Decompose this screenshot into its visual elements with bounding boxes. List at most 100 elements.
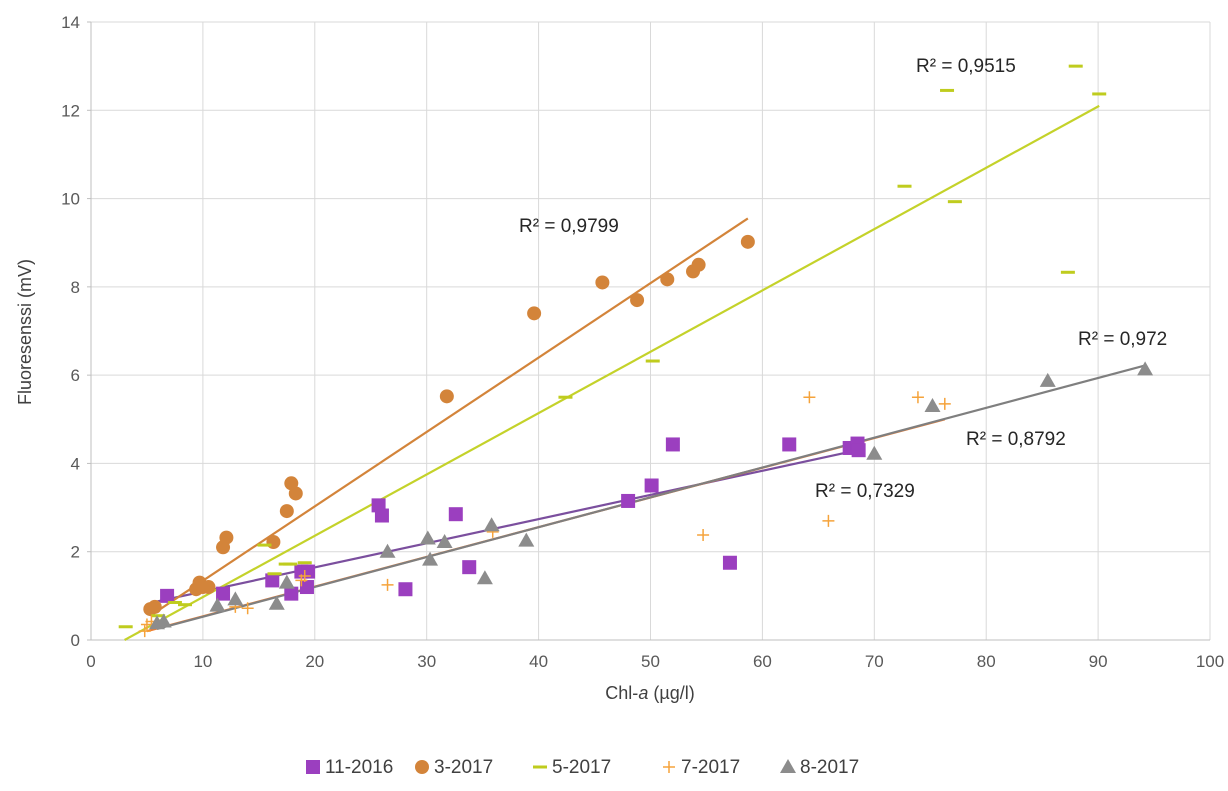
trend-line-8-2017: [156, 364, 1146, 631]
y-axis-title: Fluoresenssi (mV): [15, 259, 35, 405]
data-point-7-2017: [697, 528, 710, 541]
data-point-5-2017: [558, 395, 573, 399]
data-point-8-2017: [227, 591, 244, 606]
data-point-11-2016: [851, 443, 866, 458]
legend-label: 11-2016: [325, 757, 393, 778]
data-point-8-2017: [278, 574, 295, 589]
data-point-5-2017: [645, 359, 660, 363]
x-tick-label: 80: [977, 652, 996, 671]
x-tick-label: 10: [193, 652, 212, 671]
data-point-8-2017: [422, 551, 439, 566]
data-point-3-2017: [201, 580, 216, 595]
data-point-7-2017: [911, 391, 924, 404]
data-point-5-2017: [257, 543, 272, 547]
data-point-3-2017: [527, 306, 542, 321]
data-point-11-2016: [284, 586, 299, 601]
data-point-8-2017: [209, 597, 226, 612]
data-point-5-2017: [947, 200, 962, 204]
data-point-11-2016: [621, 493, 636, 508]
x-tick-label: 90: [1089, 652, 1108, 671]
x-axis-title: Chl-a (µg/l): [605, 683, 694, 703]
data-point-5-2017: [897, 184, 912, 188]
data-point-3-2017: [219, 530, 234, 545]
r-squared-label-11-2016: R² = 0,7329: [815, 481, 915, 502]
legend-marker-7-2017: [663, 761, 675, 773]
data-point-8-2017: [518, 532, 535, 547]
data-point-11-2016: [644, 478, 659, 493]
data-point-8-2017: [1039, 372, 1056, 387]
r-squared-labels: R² = 0,7329 R² = 0,9799 R² = 0,9515 R² = 0,…: [519, 56, 1167, 502]
data-point-7-2017: [803, 391, 816, 404]
legend-item-5-2017: 5-2017: [533, 757, 611, 778]
x-tick-label: 60: [753, 652, 772, 671]
r-squared-label-8-2017: R² = 0,972: [1078, 329, 1167, 350]
data-point-11-2016: [374, 508, 389, 523]
x-tick-label: 100: [1196, 652, 1224, 671]
legend-marker-11-2016: [306, 760, 320, 774]
x-axis-title-main: Chl-: [605, 683, 638, 703]
x-axis-title-italic: a: [638, 683, 648, 703]
legend-label: 5-2017: [552, 757, 611, 778]
data-point-5-2017: [167, 600, 182, 604]
data-point-3-2017: [595, 275, 610, 290]
data-point-3-2017: [691, 257, 706, 272]
data-point-7-2017: [241, 602, 254, 615]
data-point-11-2016: [722, 555, 737, 570]
data-point-5-2017: [297, 561, 312, 565]
data-point-7-2017: [381, 578, 394, 591]
data-point-8-2017: [268, 595, 285, 610]
data-point-3-2017: [279, 504, 294, 519]
y-tick-label: 2: [71, 543, 80, 562]
data-point-8-2017: [483, 517, 500, 532]
data-point-8-2017: [155, 613, 172, 628]
trend-lines: [124, 104, 1146, 641]
data-point-5-2017: [267, 572, 282, 576]
data-point-3-2017: [288, 486, 303, 501]
x-tick-label: 50: [641, 652, 660, 671]
y-tick-label: 4: [71, 454, 80, 473]
data-point-11-2016: [398, 582, 413, 597]
data-point-8-2017: [476, 570, 493, 585]
data-point-7-2017: [822, 514, 835, 527]
data-point-5-2017: [1068, 64, 1083, 68]
x-tick-label: 20: [305, 652, 324, 671]
x-tick-label: 30: [417, 652, 436, 671]
y-tick-label: 14: [61, 13, 80, 32]
data-point-11-2016: [462, 560, 477, 575]
r-squared-label-3-2017: R² = 0,9799: [519, 216, 619, 237]
data-point-11-2016: [216, 586, 231, 601]
data-point-3-2017: [630, 293, 645, 308]
data-point-5-2017: [283, 562, 298, 566]
data-point-8-2017: [419, 530, 436, 545]
legend-item-3-2017: 3-2017: [415, 757, 493, 778]
data-point-5-2017: [1092, 92, 1107, 96]
legend-item-8-2017: 8-2017: [780, 757, 859, 778]
y-tick-label: 0: [71, 631, 80, 650]
data-point-5-2017: [118, 625, 133, 629]
legend-item-7-2017: 7-2017: [663, 757, 740, 778]
data-point-8-2017: [924, 398, 941, 413]
trend-line-11-2016: [152, 449, 858, 604]
legend-item-11-2016: 11-2016: [306, 757, 393, 778]
data-point-3-2017: [439, 389, 454, 404]
data-point-11-2016: [782, 437, 797, 452]
data-point-3-2017: [740, 234, 755, 249]
y-tick-label: 6: [71, 366, 80, 385]
data-point-11-2016: [160, 588, 175, 603]
x-tick-label: 0: [86, 652, 95, 671]
legend-label: 7-2017: [681, 757, 740, 778]
data-point-5-2017: [1060, 270, 1075, 274]
data-point-5-2017: [177, 603, 192, 607]
data-point-11-2016: [665, 437, 680, 452]
data-point-5-2017: [151, 614, 166, 618]
x-tick-labels: 0 10 20 30 40 50 60 70 80 90 100: [86, 652, 1224, 671]
x-tick-label: 70: [865, 652, 884, 671]
axes: [87, 21, 1210, 641]
data-point-7-2017: [298, 569, 311, 582]
legend-marker-3-2017: [415, 760, 429, 774]
y-tick-label: 12: [61, 101, 80, 120]
x-axis-title-unit: (µg/l): [648, 683, 694, 703]
data-point-8-2017: [1137, 361, 1154, 376]
x-tick-label: 40: [529, 652, 548, 671]
